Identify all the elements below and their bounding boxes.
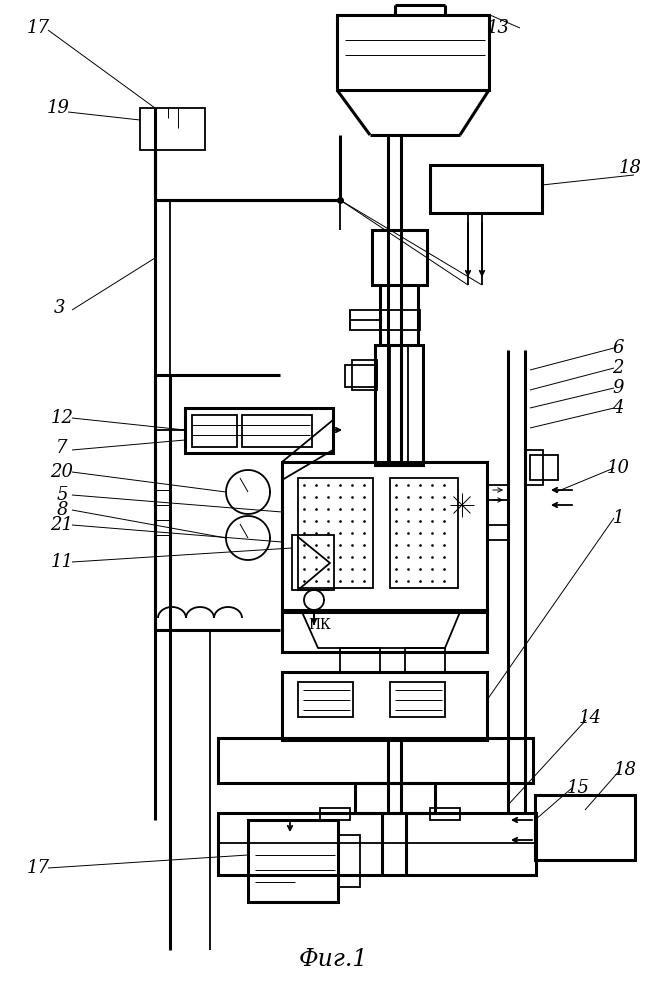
Bar [350, 310, 420, 330]
Text: 10: 10 [607, 459, 629, 477]
Text: 11: 11 [51, 553, 73, 571]
Bar [185, 408, 333, 453]
Text: 20: 20 [51, 463, 73, 481]
Text: 19: 19 [47, 99, 69, 117]
Bar [337, 15, 489, 90]
Bar [430, 808, 460, 820]
Text: 18: 18 [619, 159, 641, 177]
Bar [140, 108, 205, 150]
Bar [352, 360, 377, 390]
Text: 5: 5 [56, 486, 68, 504]
Text: 3: 3 [54, 299, 66, 317]
Text: 17: 17 [27, 859, 49, 877]
Bar [345, 365, 377, 387]
Text: 21: 21 [51, 516, 73, 534]
Bar [430, 165, 542, 213]
Text: 17: 17 [27, 19, 49, 37]
Text: 9: 9 [612, 379, 624, 397]
Bar [192, 415, 237, 447]
Bar [218, 738, 533, 783]
Text: 1: 1 [612, 509, 624, 527]
Text: 4: 4 [612, 399, 624, 417]
Bar [298, 478, 373, 588]
Bar [525, 450, 543, 485]
Bar [375, 345, 423, 465]
Text: 6: 6 [612, 339, 624, 357]
Text: 15: 15 [567, 779, 589, 797]
Bar [320, 808, 350, 820]
Text: Фиг.1: Фиг.1 [298, 948, 368, 972]
Text: 7: 7 [56, 439, 68, 457]
Bar [282, 672, 487, 740]
Bar [535, 795, 635, 860]
Bar [530, 455, 558, 480]
Text: ПК: ПК [308, 618, 331, 632]
Bar [390, 478, 458, 588]
Bar [338, 835, 360, 887]
Bar [242, 415, 312, 447]
Bar [292, 535, 334, 590]
Bar [405, 648, 445, 673]
Bar [282, 462, 487, 612]
Bar [282, 610, 487, 652]
Bar [355, 783, 435, 813]
Text: 13: 13 [486, 19, 509, 37]
Bar [340, 648, 380, 673]
Text: 2: 2 [612, 359, 624, 377]
Bar [218, 813, 536, 875]
Text: 14: 14 [579, 709, 601, 727]
Bar [372, 230, 427, 285]
Text: 8: 8 [56, 501, 68, 519]
Bar [248, 820, 338, 902]
Text: 12: 12 [51, 409, 73, 427]
Bar [390, 682, 445, 717]
Text: 18: 18 [613, 761, 637, 779]
Bar [298, 682, 353, 717]
